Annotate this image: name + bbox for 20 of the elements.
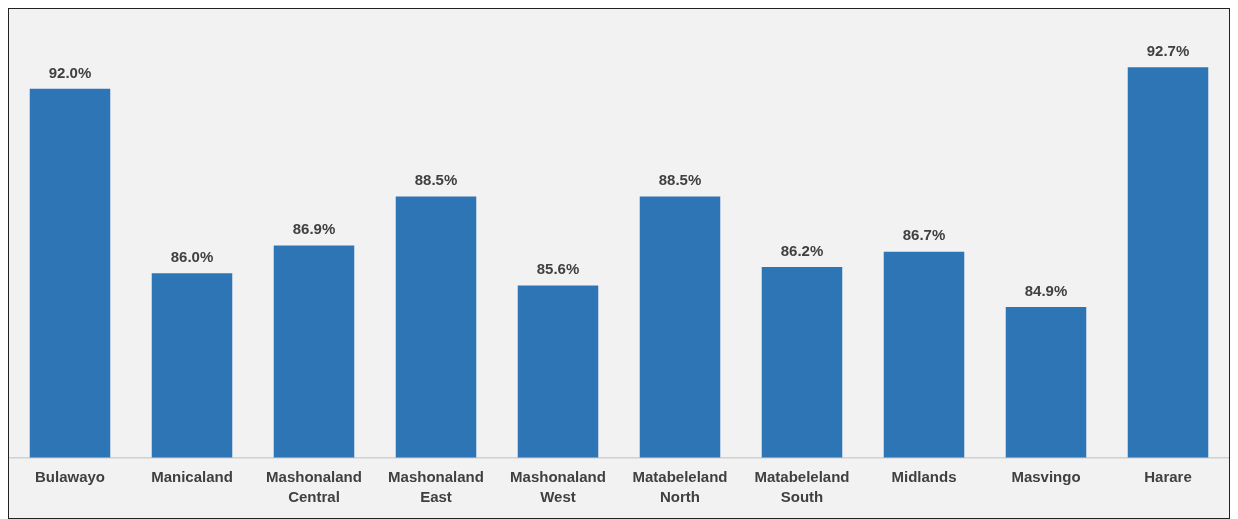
data-label: 84.9% (1024, 281, 1068, 299)
data-label: 86.9% (292, 220, 336, 238)
data-label: 88.5% (658, 171, 702, 189)
x-tick-label: Bulawayo (34, 467, 106, 485)
data-label: 86.7% (902, 226, 946, 244)
x-tick-label: Matabeleland North (632, 467, 728, 506)
x-tick-label: Midlands (891, 467, 957, 485)
data-label: 86.2% (780, 241, 824, 259)
x-tick-label: Manicaland (151, 467, 233, 485)
x-tick-label: Mashonaland East (388, 467, 484, 506)
data-label: 86.0% (170, 247, 214, 265)
x-tick-label: Harare (1144, 467, 1192, 485)
data-label: 88.5% (414, 171, 458, 189)
data-label: 85.6% (536, 260, 580, 278)
x-tick-label: Matabeleland South (754, 467, 850, 506)
x-tick-label: Mashonaland West (510, 467, 606, 506)
data-label: 92.0% (48, 63, 92, 81)
x-tick-label: Mashonaland Central (266, 467, 362, 506)
x-tick-label: Masvingo (1011, 467, 1081, 485)
data-label: 92.7% (1146, 42, 1190, 60)
